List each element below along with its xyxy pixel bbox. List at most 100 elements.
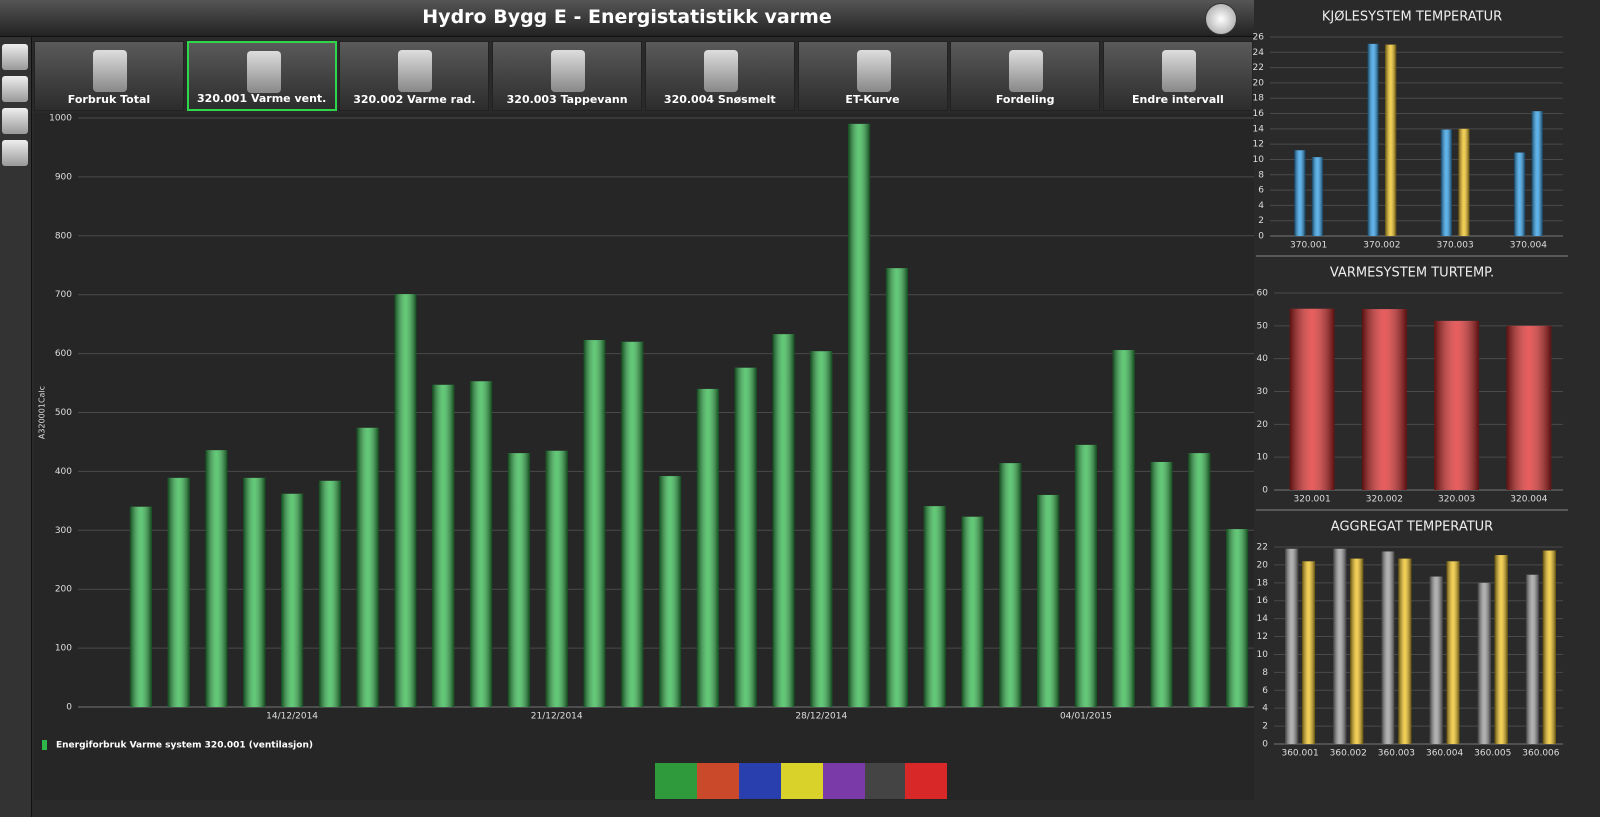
bar-shade (356, 427, 379, 707)
y-tick-label: 2 (1258, 216, 1264, 226)
x-tick-label: 320.003 (1438, 495, 1475, 505)
y-tick-label: 16 (1253, 109, 1265, 119)
bar-shade (1531, 111, 1543, 236)
y-tick-label: 800 (55, 231, 72, 241)
bar-shade (1311, 157, 1323, 236)
bar-shade (507, 453, 530, 707)
bar-shade (243, 477, 266, 707)
button-icon (856, 50, 891, 92)
y-tick-label: 16 (1257, 596, 1269, 606)
nav-piece[interactable] (823, 763, 865, 799)
y-tick-label: 22 (1257, 543, 1268, 553)
y-tick-label: 400 (55, 467, 72, 477)
bar-shade (961, 516, 984, 707)
toolbar-button[interactable]: ET-Kurve (797, 41, 948, 111)
y-tick-label: 14 (1253, 124, 1265, 134)
y-tick-label: 20 (1257, 560, 1269, 570)
nav-piece[interactable] (697, 763, 739, 799)
bar-shade (1494, 555, 1508, 744)
y-tick-label: 50 (1257, 321, 1269, 331)
bar-shade (810, 351, 833, 707)
button-label: 320.004 Snøsmelt (663, 93, 776, 106)
bar-shade (470, 381, 493, 707)
y-tick-label: 0 (66, 703, 72, 713)
toolbar-button[interactable]: 320.004 Snøsmelt (644, 41, 795, 111)
y-tick-label: 14 (1257, 614, 1269, 624)
toolbar-button[interactable]: Forbruk Total (34, 41, 184, 111)
bar-shade (923, 506, 946, 707)
forward-button[interactable] (1205, 3, 1237, 35)
bar-shade (1398, 558, 1412, 744)
bar-shade (659, 476, 682, 707)
x-tick-label: 360.004 (1426, 749, 1463, 759)
y-tick-label: 10 (1257, 650, 1269, 660)
toolbar-button[interactable]: 320.001 Varme vent. (186, 41, 337, 111)
nav-piece[interactable] (865, 763, 905, 799)
x-tick-label: 04/01/2015 (1060, 712, 1112, 722)
y-tick-label: 2 (1262, 722, 1268, 732)
nav-piece[interactable] (655, 763, 697, 799)
button-label: Forbruk Total (67, 93, 151, 106)
y-tick-label: 18 (1253, 94, 1265, 104)
y-tick-label: 60 (1257, 289, 1269, 299)
chart-title: AGGREGAT TEMPERATUR (1331, 520, 1493, 535)
nav-piece[interactable] (905, 763, 947, 799)
button-label: 320.002 Varme rad. (353, 93, 476, 106)
x-tick-label: 370.003 (1437, 241, 1474, 251)
x-tick-label: 370.004 (1510, 241, 1547, 251)
button-label: 320.001 Varme vent. (197, 92, 327, 105)
button-label: Fordeling (995, 93, 1055, 106)
toolbar-button[interactable]: Endre intervall (1102, 41, 1253, 111)
bar-shade (1477, 582, 1491, 744)
button-label: ET-Kurve (845, 93, 900, 106)
y-tick-label: 6 (1258, 186, 1264, 196)
x-tick-label: 28/12/2014 (795, 712, 847, 722)
nav-pieces (655, 763, 947, 799)
x-tick-label: 360.002 (1330, 749, 1367, 759)
nav-piece[interactable] (739, 763, 781, 799)
bar-shade (1525, 574, 1539, 744)
toolbar-button[interactable]: 320.002 Varme rad. (339, 41, 490, 111)
y-tick-label: 12 (1257, 632, 1268, 642)
bar-shade (848, 123, 871, 707)
button-icon (398, 50, 433, 92)
toolbar-button[interactable]: 320.003 Tappevann (492, 41, 643, 111)
bar-shade (1188, 453, 1211, 707)
y-tick-label: 700 (55, 290, 72, 300)
y-tick-label: 26 (1253, 33, 1265, 43)
button-icon (551, 50, 586, 92)
bar-shade (167, 477, 190, 707)
nav-piece[interactable] (781, 763, 823, 799)
y-tick-label: 900 (55, 172, 72, 182)
button-icon (703, 50, 738, 92)
button-label: Endre intervall (1131, 93, 1224, 106)
bar-shade (734, 367, 757, 707)
bar-shade (205, 450, 228, 707)
header: Hydro Bygg E - Energistatistikk varme (0, 0, 1254, 37)
y-tick-label: 30 (1257, 387, 1269, 397)
legend-swatch (42, 740, 47, 750)
bar-shade (1074, 444, 1097, 707)
toolbar-button[interactable]: Fordeling (950, 41, 1101, 111)
bar-shade (281, 493, 304, 707)
zoom-out-button[interactable] (2, 108, 28, 134)
bar-shade (545, 450, 568, 707)
button-icon (1009, 50, 1044, 92)
y-tick-label: 12 (1253, 140, 1264, 150)
lock-button[interactable] (2, 44, 28, 70)
fit-button[interactable] (2, 76, 28, 102)
bar-shade (1350, 558, 1364, 744)
y-tick-label: 10 (1257, 453, 1269, 463)
x-tick-label: 360.005 (1474, 749, 1511, 759)
zoom-in-button[interactable] (2, 140, 28, 166)
x-tick-label: 21/12/2014 (531, 712, 583, 722)
bar-shade (772, 334, 795, 707)
y-tick-label: 0 (1262, 486, 1268, 496)
bar-shade (1333, 548, 1347, 744)
bar-shade (129, 506, 152, 707)
bar-shade (999, 463, 1022, 707)
y-tick-label: 20 (1257, 420, 1269, 430)
bar-shade (1112, 350, 1135, 707)
bar-shade (1285, 548, 1299, 744)
